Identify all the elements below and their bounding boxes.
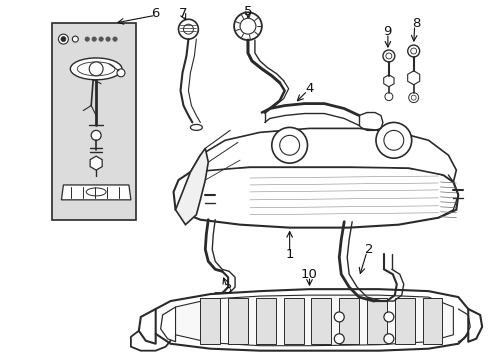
Circle shape	[383, 312, 393, 322]
Ellipse shape	[190, 125, 202, 130]
Circle shape	[410, 95, 415, 100]
Polygon shape	[155, 289, 468, 351]
Polygon shape	[311, 298, 331, 344]
Text: 7: 7	[179, 7, 187, 20]
Circle shape	[408, 93, 418, 103]
Text: 1: 1	[285, 248, 293, 261]
Text: 10: 10	[301, 268, 317, 281]
Circle shape	[91, 130, 101, 140]
Text: 3: 3	[224, 283, 232, 296]
Circle shape	[234, 12, 262, 40]
Circle shape	[375, 122, 411, 158]
Circle shape	[72, 36, 78, 42]
Circle shape	[279, 135, 299, 155]
Circle shape	[385, 53, 391, 59]
Ellipse shape	[86, 188, 106, 196]
Circle shape	[383, 334, 393, 344]
Circle shape	[89, 62, 103, 76]
Circle shape	[85, 37, 89, 41]
Circle shape	[407, 45, 419, 57]
Polygon shape	[90, 156, 102, 170]
Polygon shape	[255, 298, 275, 344]
Polygon shape	[51, 23, 136, 220]
Polygon shape	[339, 298, 358, 344]
Polygon shape	[190, 129, 455, 182]
Circle shape	[384, 93, 392, 100]
Circle shape	[92, 37, 96, 41]
Polygon shape	[407, 71, 419, 85]
Circle shape	[117, 69, 124, 77]
Circle shape	[113, 37, 117, 41]
Polygon shape	[394, 298, 414, 344]
Polygon shape	[283, 298, 303, 344]
Polygon shape	[61, 185, 131, 200]
Text: 5: 5	[243, 5, 252, 18]
Polygon shape	[200, 298, 220, 344]
Circle shape	[59, 34, 68, 44]
Circle shape	[183, 24, 193, 34]
Text: 6: 6	[151, 7, 160, 20]
Text: 8: 8	[412, 17, 420, 30]
Circle shape	[240, 18, 255, 34]
Circle shape	[334, 312, 344, 322]
Polygon shape	[175, 148, 208, 225]
Circle shape	[178, 19, 198, 39]
Polygon shape	[175, 295, 452, 346]
Circle shape	[106, 37, 110, 41]
Text: 2: 2	[364, 243, 372, 256]
Text: 9: 9	[382, 24, 390, 38]
Circle shape	[334, 334, 344, 344]
Circle shape	[99, 37, 103, 41]
Circle shape	[410, 48, 416, 54]
Circle shape	[383, 130, 403, 150]
Ellipse shape	[77, 62, 115, 76]
Polygon shape	[228, 298, 247, 344]
Text: 4: 4	[305, 82, 313, 95]
Polygon shape	[383, 75, 393, 87]
Circle shape	[382, 50, 394, 62]
Polygon shape	[173, 167, 457, 228]
Circle shape	[61, 37, 66, 41]
Circle shape	[271, 127, 307, 163]
Polygon shape	[422, 298, 442, 344]
Polygon shape	[366, 298, 386, 344]
Ellipse shape	[70, 58, 122, 80]
